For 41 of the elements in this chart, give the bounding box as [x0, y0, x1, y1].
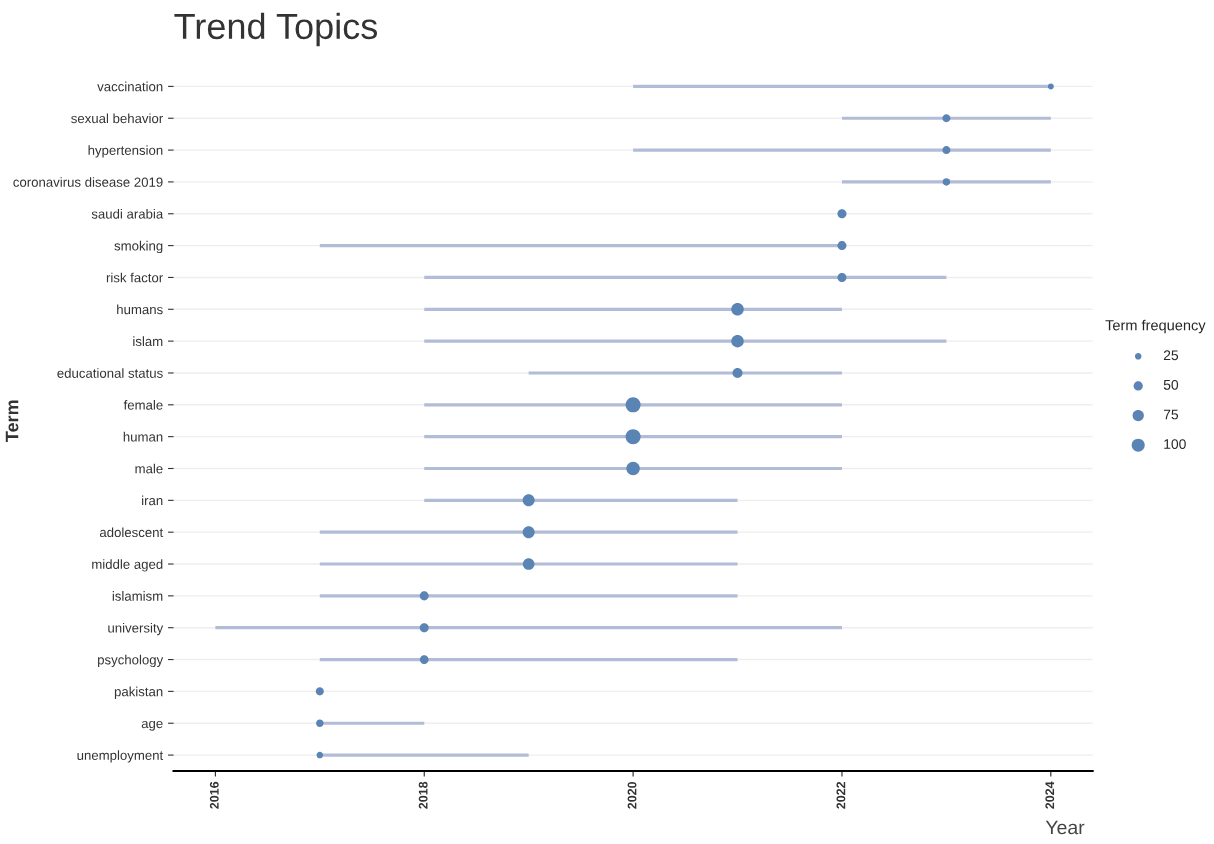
y-tick-label: smoking — [114, 240, 163, 254]
bar — [424, 275, 947, 280]
bar — [424, 435, 842, 439]
y-tick-label: human — [123, 431, 163, 442]
y-tick-label: islam — [133, 336, 163, 347]
x-tick-label: 2020 — [627, 781, 637, 809]
y-tick-label: hypertension — [88, 145, 163, 158]
x-axis-title: Year — [1045, 820, 1085, 835]
y-tick-label: university — [108, 622, 164, 636]
bar — [841, 180, 1051, 184]
x-tick-label: 2016 — [209, 781, 219, 809]
y-tick-label: iran — [142, 495, 163, 506]
y-tick-label: sexual behavior — [71, 113, 163, 124]
y-tick-label: coronavirus disease 2019 — [13, 177, 163, 187]
y-tick-label: male — [135, 463, 163, 474]
y-axis-title: Term — [5, 400, 19, 442]
y-tick-label: adolescent — [99, 527, 164, 538]
bar — [424, 403, 842, 407]
y-tick-label: risk factor — [106, 272, 163, 283]
y-tick-label: unemployment — [77, 750, 164, 763]
legend-title: Term frequency — [1105, 319, 1206, 334]
legend-label: 50 — [1163, 379, 1179, 390]
y-tick-label: educational status — [57, 368, 163, 378]
bar — [633, 148, 1051, 152]
y-tick-label: pakistan — [114, 686, 163, 699]
x-tick-label: 2024 — [1045, 781, 1055, 809]
legend-label: 75 — [1163, 409, 1179, 420]
bar — [319, 657, 738, 662]
legend-label: 25 — [1163, 350, 1179, 361]
y-tick-label: middle aged — [92, 559, 163, 572]
legend-label: 100 — [1164, 439, 1186, 449]
y-tick-label: islamism — [112, 591, 163, 601]
x-tick-label: 2018 — [418, 781, 428, 809]
x-tick-label: 2022 — [836, 781, 846, 809]
y-tick-label: vaccination — [97, 81, 163, 92]
y-tick-label: psychology — [98, 654, 164, 668]
chart-title: Trend Topics — [174, 12, 378, 47]
y-tick-label: saudi arabia — [91, 208, 164, 219]
y-tick-label: age — [141, 720, 163, 731]
y-tick-label: humans — [117, 304, 163, 315]
y-tick-label: female — [123, 400, 163, 410]
